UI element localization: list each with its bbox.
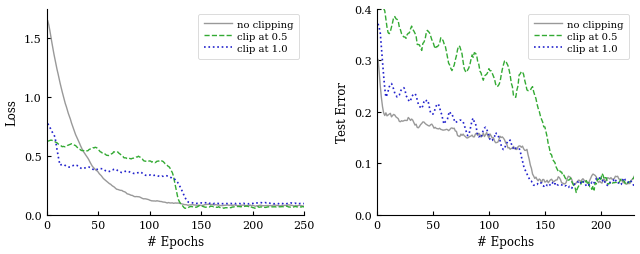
- clip at 0.5: [300, 206, 308, 209]
- Line: clip at 0.5: clip at 0.5: [378, 8, 634, 193]
- clip at 0.5: [151, 162, 159, 165]
- clip at 0.5: [630, 176, 638, 179]
- Line: clip at 0.5: clip at 0.5: [48, 140, 304, 209]
- clip at 0.5: [422, 33, 430, 36]
- no clipping: [290, 205, 298, 208]
- no clipping: [584, 182, 591, 185]
- Legend: no clipping, clip at 0.5, clip at 1.0: no clipping, clip at 0.5, clip at 1.0: [198, 14, 300, 59]
- no clipping: [630, 174, 638, 178]
- clip at 0.5: [44, 140, 52, 143]
- no clipping: [374, 59, 382, 62]
- no clipping: [461, 135, 469, 138]
- no clipping: [221, 204, 228, 207]
- Line: no clipping: no clipping: [48, 22, 304, 207]
- no clipping: [192, 204, 200, 207]
- no clipping: [86, 161, 94, 164]
- clip at 1.0: [630, 185, 638, 188]
- X-axis label: # Epochs: # Epochs: [147, 235, 204, 248]
- clip at 1.0: [147, 174, 155, 177]
- clip at 0.5: [579, 181, 587, 184]
- Line: clip at 1.0: clip at 1.0: [378, 25, 634, 188]
- clip at 0.5: [572, 191, 580, 194]
- clip at 1.0: [374, 23, 382, 26]
- clip at 1.0: [568, 187, 575, 190]
- Line: clip at 1.0: clip at 1.0: [48, 124, 304, 204]
- Legend: no clipping, clip at 0.5, clip at 1.0: no clipping, clip at 0.5, clip at 1.0: [528, 14, 630, 59]
- clip at 1.0: [150, 174, 157, 177]
- X-axis label: # Epochs: # Epochs: [477, 235, 534, 248]
- no clipping: [44, 20, 52, 23]
- no clipping: [578, 179, 586, 182]
- clip at 1.0: [192, 202, 200, 205]
- no clipping: [150, 200, 157, 203]
- clip at 1.0: [282, 203, 289, 206]
- clip at 0.5: [183, 207, 191, 210]
- clip at 1.0: [612, 179, 620, 182]
- clip at 1.0: [461, 128, 469, 131]
- clip at 0.5: [463, 71, 470, 74]
- clip at 1.0: [44, 123, 52, 126]
- no clipping: [421, 122, 429, 125]
- clip at 0.5: [585, 180, 593, 183]
- clip at 1.0: [630, 183, 637, 186]
- clip at 0.5: [614, 182, 621, 185]
- clip at 0.5: [570, 185, 578, 188]
- clip at 1.0: [578, 182, 586, 185]
- clip at 0.5: [378, 7, 385, 10]
- clip at 1.0: [300, 202, 308, 205]
- Y-axis label: Loss: Loss: [6, 99, 19, 126]
- Line: no clipping: no clipping: [378, 60, 634, 185]
- clip at 1.0: [86, 166, 94, 169]
- clip at 0.5: [292, 205, 300, 208]
- clip at 0.5: [87, 148, 95, 151]
- clip at 0.5: [374, 7, 382, 10]
- clip at 0.5: [47, 139, 54, 142]
- no clipping: [300, 205, 308, 208]
- clip at 0.5: [223, 207, 231, 210]
- clip at 0.5: [148, 161, 156, 164]
- no clipping: [630, 177, 637, 180]
- clip at 1.0: [221, 202, 228, 205]
- Y-axis label: Test Error: Test Error: [336, 82, 349, 143]
- clip at 0.5: [195, 205, 202, 208]
- clip at 1.0: [291, 202, 299, 205]
- clip at 1.0: [584, 184, 591, 187]
- no clipping: [147, 199, 155, 202]
- clip at 1.0: [421, 99, 429, 102]
- no clipping: [570, 184, 578, 187]
- no clipping: [612, 176, 620, 179]
